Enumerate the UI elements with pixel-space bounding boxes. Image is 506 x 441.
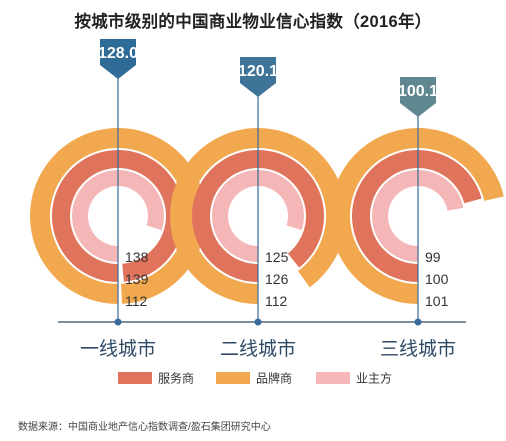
axis-tick-2 [254, 318, 262, 326]
value-label-service-1: 138 [125, 249, 149, 265]
index-marker-3 [400, 77, 436, 117]
legend-label-service: 服务商 [158, 371, 194, 386]
legend-swatch-service [118, 372, 152, 384]
axis-tick-1 [114, 318, 122, 326]
ring-owner-3 [372, 170, 464, 262]
chart-title: 按城市级别的中国商业物业信心指数（2016年） [74, 13, 432, 31]
value-label-brand-2: 126 [265, 271, 289, 287]
category-label-3: 三线城市 [380, 338, 456, 360]
value-label-owner-2: 112 [265, 293, 288, 309]
legend-label-brand: 品牌商 [256, 371, 292, 386]
legend-label-owner: 业主方 [356, 371, 392, 386]
value-label-owner-1: 112 [125, 293, 148, 309]
legend-swatch-brand [216, 372, 250, 384]
ring-service-3 [352, 150, 482, 282]
value-label-service-3: 99 [425, 249, 441, 265]
category-label-2: 二线城市 [220, 338, 296, 360]
value-label-owner-3: 101 [425, 293, 449, 309]
index-marker-2 [240, 57, 276, 97]
value-label-brand-1: 139 [125, 271, 149, 287]
index-label-3: 100.1 [398, 83, 438, 100]
index-label-1: 128.0 [98, 45, 138, 62]
value-label-service-2: 125 [265, 249, 289, 265]
category-label-1: 一线城市 [80, 338, 156, 360]
ring-owner-1 [72, 169, 164, 262]
ring-owner-2 [211, 169, 304, 262]
index-marker-1 [100, 39, 136, 79]
value-label-brand-3: 100 [425, 271, 449, 287]
legend-swatch-owner [316, 372, 350, 384]
axis-tick-3 [414, 318, 422, 326]
data-source-note: 数据来源：中国商业地产信心指数调查/盈石集团研究中心 [18, 422, 271, 433]
index-label-2: 120.1 [238, 63, 278, 80]
